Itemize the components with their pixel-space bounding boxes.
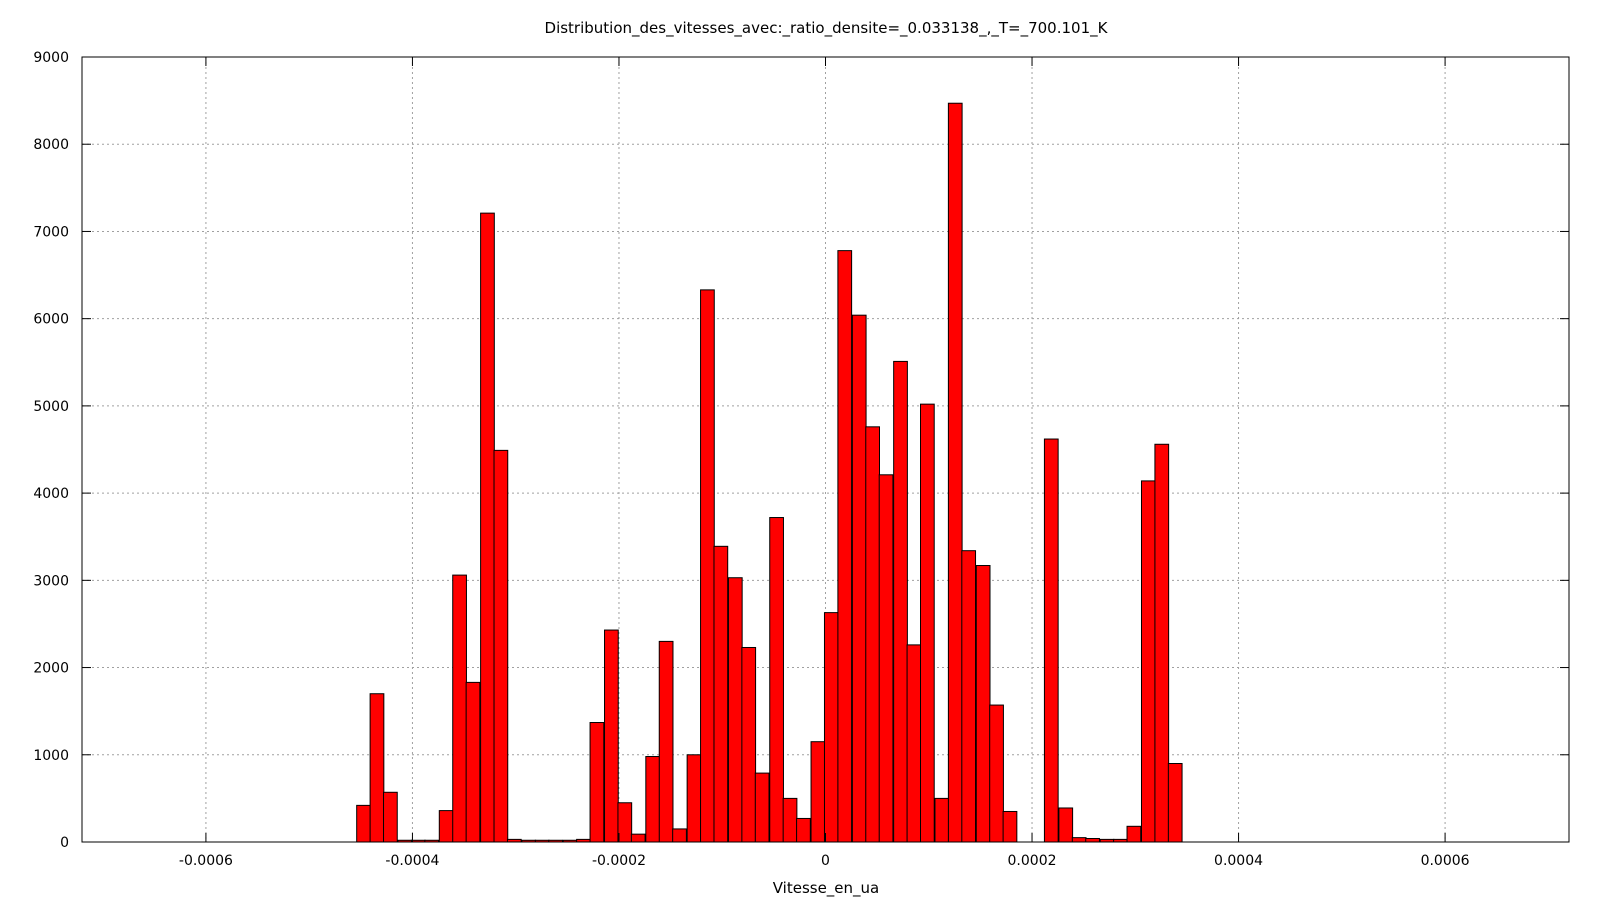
y-tick-label: 7000 <box>33 224 69 240</box>
histogram-bar <box>480 212 495 843</box>
histogram-bar <box>700 289 715 843</box>
x-tick-label: -0.0004 <box>385 853 439 869</box>
histogram-bar <box>810 741 826 843</box>
y-tick-label: 0 <box>60 835 69 851</box>
y-tick-label: 3000 <box>33 573 69 589</box>
x-tick-labels: -0.0006 -0.0004 -0.0002 0 0.0002 0.0004 0.0006 <box>179 853 1470 869</box>
histogram-bar <box>1140 480 1156 843</box>
histogram-bar <box>630 833 646 843</box>
histogram-bar <box>754 772 770 843</box>
histogram-bar <box>1002 810 1018 843</box>
histogram-bar <box>727 577 743 843</box>
histogram-bar <box>672 828 687 843</box>
histogram-bar <box>493 449 509 843</box>
histogram-bar <box>1071 837 1087 843</box>
x-tick-label: 0.0002 <box>1008 853 1057 869</box>
histogram-bar <box>438 810 454 843</box>
histogram-bar <box>383 791 398 843</box>
y-tick-label: 9000 <box>33 50 69 66</box>
histogram-bar <box>947 102 963 843</box>
histogram-bar <box>878 474 894 843</box>
axis-ticks <box>82 56 1569 843</box>
histogram-bar <box>1126 825 1142 843</box>
histogram-bar <box>452 574 467 843</box>
histogram-bar <box>893 360 908 843</box>
histogram-bar <box>769 517 784 843</box>
histogram-bar <box>604 629 619 843</box>
histogram-bar <box>989 704 1004 843</box>
x-tick-label: 0.0006 <box>1421 853 1470 869</box>
histogram-bar <box>1154 443 1170 843</box>
histogram-bar <box>865 426 881 843</box>
histogram-bar <box>645 756 661 843</box>
grid-lines <box>82 57 1569 842</box>
histogram-bar <box>1167 763 1183 843</box>
histogram-bar <box>686 754 702 843</box>
y-tick-labels: 0 1000 2000 3000 4000 5000 6000 7000 8000 9000 <box>33 50 69 851</box>
histogram-bar <box>796 817 811 843</box>
histogram-bar <box>617 802 633 843</box>
histogram-bar <box>713 545 729 843</box>
y-tick-label: 8000 <box>33 137 69 153</box>
histogram-bar <box>782 797 798 843</box>
y-tick-label: 2000 <box>33 661 69 677</box>
y-tick-label: 6000 <box>33 312 69 328</box>
histogram-bar <box>465 681 481 843</box>
histogram-bar <box>906 644 922 843</box>
y-tick-label: 1000 <box>33 748 69 764</box>
y-tick-label: 5000 <box>33 399 69 415</box>
chart-title: Distribution_des_vitesses_avec:_ratio_de… <box>545 19 1109 38</box>
histogram-bar <box>823 612 839 843</box>
x-tick-label: 0.0004 <box>1214 853 1263 869</box>
histogram-bar <box>1043 438 1059 843</box>
histogram-bar <box>934 797 950 843</box>
histogram-bar <box>369 693 385 843</box>
x-tick-label: -0.0002 <box>592 853 646 869</box>
histogram-bar <box>658 640 674 843</box>
x-tick-label: -0.0006 <box>179 853 233 869</box>
histogram-bar <box>1085 838 1100 843</box>
histogram-bar <box>961 550 977 843</box>
histogram-bar <box>1058 807 1074 843</box>
histogram-bar <box>851 314 867 843</box>
x-axis-label: Vitesse_en_ua <box>773 879 880 898</box>
y-tick-label: 4000 <box>33 486 69 502</box>
histogram-bar <box>920 403 935 843</box>
histogram-bar <box>837 250 853 843</box>
histogram-bar <box>356 804 371 843</box>
histogram-bar <box>975 565 991 843</box>
x-tick-label: 0 <box>821 853 830 869</box>
bars-group <box>356 102 1183 843</box>
histogram-bar <box>741 646 757 843</box>
histogram-bar <box>589 722 605 843</box>
